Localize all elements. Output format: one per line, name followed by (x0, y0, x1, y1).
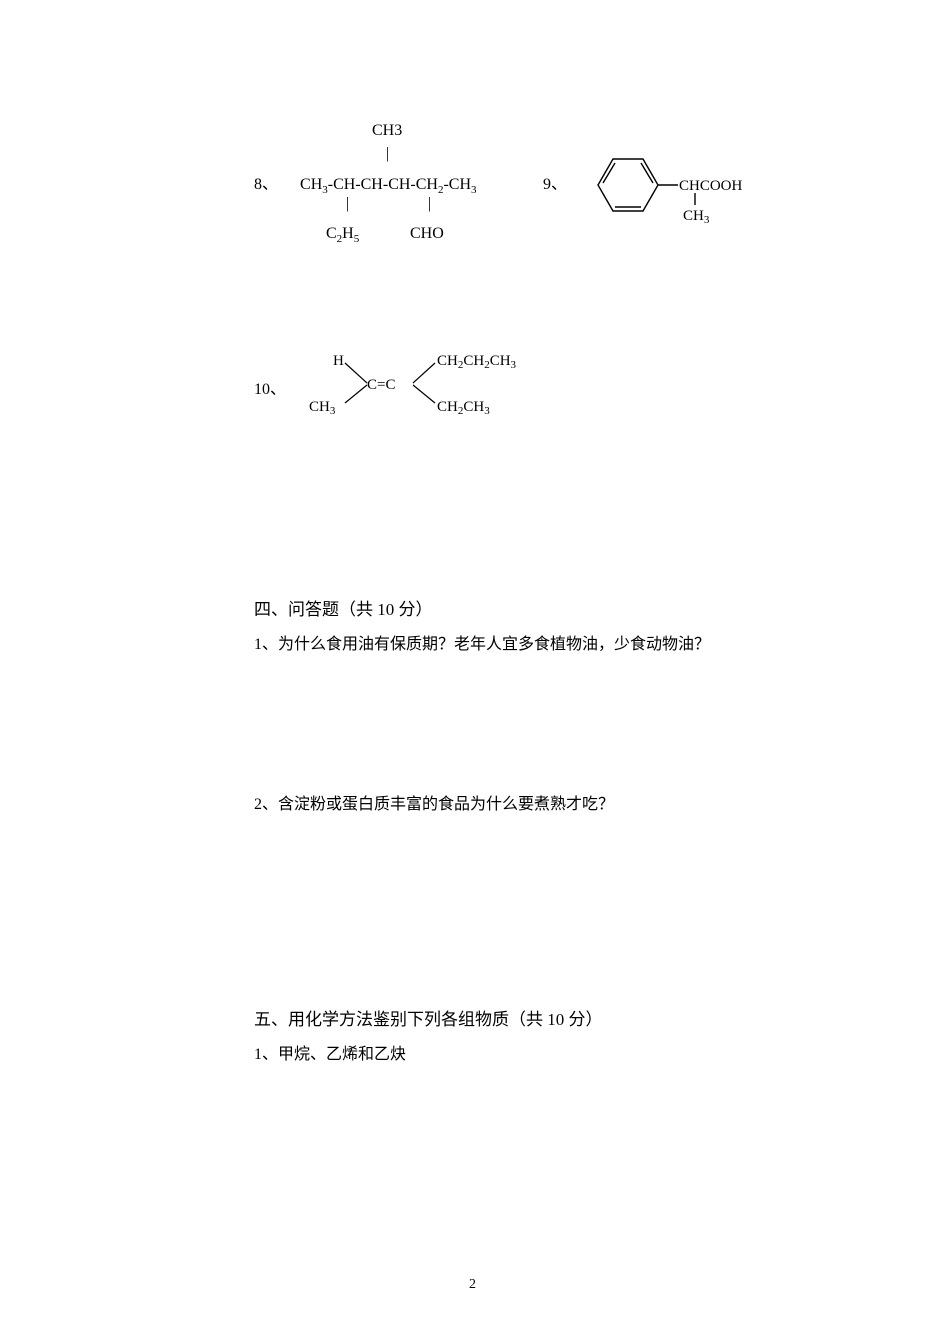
q8-mid: -CH-CH-CH-CH (328, 176, 438, 193)
page-number: 2 (0, 1277, 945, 1293)
section4-q2: 2、含淀粉或蛋白质丰富的食品为什么要煮熟才吃？ (254, 790, 614, 814)
q10-bottom-left: CH3 (309, 399, 336, 417)
q8-mainline: 8、 CH3-CH-CH-CH-CH2-CH3 (254, 170, 477, 196)
page: CH3 | 8、 CH3 -CH-CH-CH-CH 2 -CH3 | | C2H5 C… (0, 0, 945, 1333)
q8-bottom-left: C2H5 (326, 225, 359, 245)
section4-heading: 四、问答题（共 10 分） (254, 595, 433, 620)
q8-vbar-br: | (428, 195, 431, 213)
q8-vbar-top: | (386, 145, 389, 163)
q8-sub3b: 3 (471, 184, 477, 196)
q10-top-right: CH2CH2CH3 (437, 353, 517, 371)
q9-side-top: CHCOOH (679, 178, 743, 194)
q8-top-label: CH3 (372, 122, 402, 140)
q10-svg: H C=C CH2CH2CH3 CH3 CH2CH3 (305, 345, 585, 425)
q8-bottom-right: CHO (410, 225, 444, 243)
q8-number: 8、 (254, 176, 278, 193)
q10-bottom-right: CH2CH3 (437, 399, 490, 417)
q9-number: 9、 (543, 170, 567, 194)
q10-number: 10、 (254, 375, 286, 399)
section5-q1: 1、甲烷、乙烯和乙炔 (254, 1040, 406, 1064)
q10-top-left: H (333, 353, 344, 369)
q8-post: -CH (443, 176, 471, 193)
q8-vbar-bl: | (346, 195, 349, 213)
q8-chain: CH3-CH-CH-CH-CH2-CH3 (300, 176, 477, 193)
section4-q1: 1、为什么食用油有保质期？老年人宜多食植物油，少食动物油？ (254, 630, 710, 654)
q8-top-ch3: CH3 (372, 122, 402, 139)
section5-heading: 五、用化学方法鉴别下列各组物质（共 10 分） (254, 1005, 603, 1030)
q10-center: C=C (367, 377, 395, 393)
q9-structure: CHCOOH CH3 (583, 145, 783, 240)
q9-svg: CHCOOH CH3 (583, 145, 783, 235)
q9-side-bottom-text: CH3 (683, 208, 710, 226)
q8-ch: CH (300, 176, 322, 193)
q10-structure: H C=C CH2CH2CH3 CH3 CH2CH3 (305, 345, 585, 430)
